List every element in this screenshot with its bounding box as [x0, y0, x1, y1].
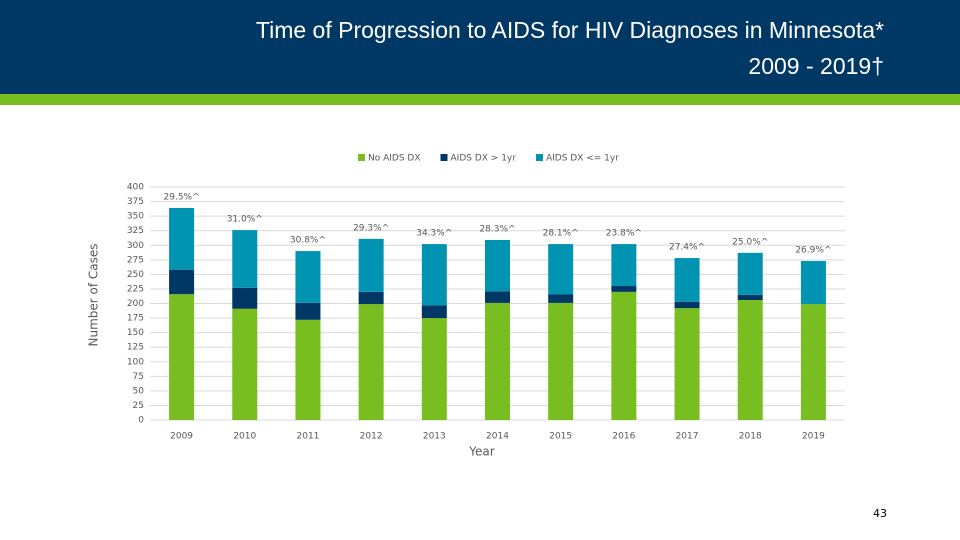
bar-annotation: 26.9%^ [795, 245, 831, 255]
chart-subtitle: 2009 - 2019† [748, 53, 884, 79]
bar-segment [611, 286, 637, 292]
bar-segment [232, 230, 258, 288]
y-tick-label: 100 [127, 357, 144, 367]
legend-swatch [358, 154, 365, 161]
bar-segment [169, 207, 195, 270]
bar-segment [485, 302, 510, 420]
legend-swatch [440, 154, 448, 161]
legend-label: AIDS DX <= 1yr [546, 154, 619, 164]
bar-segment [674, 308, 700, 420]
bar-segment [611, 291, 637, 420]
bar-segment [737, 300, 763, 420]
y-tick-label: 225 [127, 284, 144, 294]
x-tick-label: 2018 [739, 432, 762, 442]
x-tick-label: 2016 [612, 432, 635, 442]
legend-swatch [535, 154, 543, 161]
bar-segment [548, 294, 574, 303]
bar-annotation: 27.4%^ [669, 243, 705, 253]
y-tick-label: 325 [127, 226, 144, 236]
bar-segment [611, 244, 637, 287]
x-tick-label: 2017 [676, 432, 699, 442]
bar-segment [358, 238, 384, 292]
y-tick-label: 75 [133, 372, 144, 382]
x-tick-label: 2009 [170, 432, 193, 442]
x-tick-label: 2019 [802, 432, 825, 442]
bar-segment [800, 260, 826, 305]
y-tick-label: 50 [133, 386, 145, 396]
bar-segment [548, 244, 574, 295]
bar-segment [421, 244, 447, 306]
bar-annotation: 29.3%^ [353, 223, 389, 233]
bar-segment [169, 294, 195, 420]
y-axis-label: Number of Cases [87, 243, 101, 346]
legend-label: No AIDS DX [368, 154, 421, 164]
legend-label: AIDS DX > 1yr [451, 154, 517, 164]
y-tick-label: 250 [127, 270, 144, 280]
bar-annotation: 31.0%^ [227, 215, 263, 225]
bar-segment [800, 304, 826, 420]
y-tick-label: 0 [138, 416, 144, 426]
bar-annotation: 29.5%^ [164, 192, 200, 202]
y-tick-label: 175 [127, 314, 144, 324]
bar-segment [295, 302, 321, 320]
x-tick-label: 2012 [360, 432, 383, 442]
y-tick-label: 275 [127, 255, 144, 265]
bar-segment [232, 308, 258, 420]
x-tick-label: 2010 [233, 432, 256, 442]
bar-segment [485, 291, 510, 303]
bar-annotation: 30.8%^ [290, 236, 326, 246]
bar-segment [674, 301, 700, 309]
y-tick-label: 300 [127, 241, 144, 251]
bar-annotation: 28.1%^ [543, 229, 579, 239]
bar-annotation: 25.0%^ [732, 237, 768, 247]
bar-segment [737, 294, 763, 301]
y-tick-label: 150 [127, 328, 144, 338]
bar-segment [295, 319, 321, 420]
chart-title: Time of Progression to AIDS for HIV Diag… [256, 17, 884, 43]
x-tick-label: 2013 [423, 432, 446, 442]
bar-segment [295, 251, 321, 303]
y-tick-label: 350 [127, 212, 144, 222]
y-tick-label: 375 [127, 197, 144, 207]
bar-segment [358, 291, 384, 305]
y-tick-label: 125 [127, 343, 144, 353]
y-tick-label: 400 [127, 183, 144, 193]
bar-segment [421, 305, 447, 319]
header-stripe [0, 94, 960, 105]
bar-annotation: 34.3%^ [416, 229, 452, 239]
bar-segment [548, 302, 574, 420]
y-tick-label: 25 [133, 401, 144, 411]
bar-segment [737, 252, 763, 295]
bar-segment [421, 318, 447, 420]
bar-segment [169, 269, 195, 295]
x-tick-label: 2014 [486, 432, 509, 442]
x-tick-label: 2011 [297, 432, 320, 442]
y-tick-label: 200 [127, 299, 144, 309]
x-axis-label: Year [468, 445, 494, 459]
bar-segment [358, 304, 384, 420]
bar-segment [232, 287, 258, 309]
bar-segment [485, 240, 510, 292]
page-number: 43 [873, 507, 887, 520]
bar-segment [674, 258, 700, 302]
header-band [0, 0, 960, 94]
bar-annotation: 23.8%^ [606, 229, 642, 239]
bar-annotation: 28.3%^ [479, 225, 515, 235]
x-tick-label: 2015 [549, 432, 572, 442]
